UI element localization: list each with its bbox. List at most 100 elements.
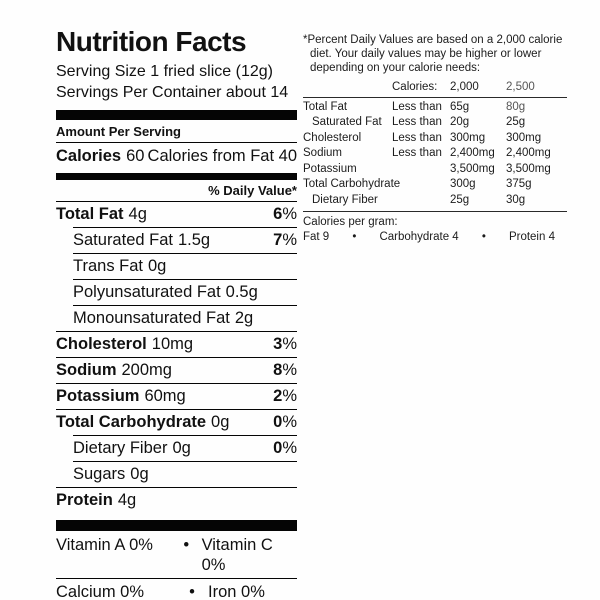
- nutrient-amount: 0.5g: [225, 283, 258, 301]
- fn-name: Cholesterol: [303, 131, 362, 144]
- label-title: Nutrition Facts: [56, 26, 247, 57]
- fn-qualifier: [392, 177, 450, 193]
- nutrient-dv: 3%: [273, 335, 297, 353]
- fn-name: Potassium: [303, 162, 357, 175]
- vitamin-right: Iron 0%: [208, 583, 265, 600]
- nutrient-row-sodium: Sodium 200mg 8%: [56, 357, 297, 383]
- nutrient-name: Dietary Fiber: [73, 439, 168, 457]
- fn-name: Saturated Fat: [312, 116, 382, 128]
- cpg-protein: Protein 4: [508, 231, 555, 243]
- footnote-row: Total Carbohydrate 300g 375g: [303, 177, 567, 193]
- bullet-separator: •: [189, 583, 195, 600]
- nutrition-label: Nutrition Facts Serving Size 1 fried sli…: [56, 26, 297, 600]
- header-calories: Calories:: [392, 81, 438, 93]
- vitamin-left: Vitamin A 0%: [56, 536, 153, 554]
- nutrient-row-saturated-fat: Saturated Fat 1.5g 7%: [73, 227, 297, 253]
- calories-per-gram-row: Fat 9 • Carbohydrate 4 • Protein 4: [303, 230, 555, 245]
- nutrient-name: Cholesterol: [56, 335, 147, 353]
- nutrient-amount: 0g: [211, 413, 230, 431]
- nutrient-name: Total Carbohydrate: [56, 413, 207, 431]
- nutrient-amount: 4g: [117, 491, 137, 509]
- nutrient-name: Trans Fat: [73, 257, 143, 275]
- cpg-carbohydrate: Carbohydrate 4: [379, 231, 459, 243]
- vitamin-row: Calcium 0% • Iron 0%: [56, 579, 297, 600]
- fn-name: Total Fat: [303, 100, 348, 113]
- serving-size: Serving Size 1 fried slice (12g): [56, 63, 273, 80]
- daily-value-heading: % Daily Value*: [208, 183, 297, 198]
- fn-2500: 2,400mg: [506, 147, 551, 159]
- footnote-panel: *Percent Daily Values are based on a 2,0…: [303, 33, 567, 245]
- footnote-row: Cholesterol Less than 300mg 300mg: [303, 131, 567, 147]
- fn-2000: 3,500mg: [450, 162, 495, 175]
- nutrient-row-cholesterol: Cholesterol 10mg 3%: [56, 331, 297, 357]
- fn-2000: 2,400mg: [450, 147, 495, 159]
- servings-per-container: Servings Per Container about 14: [56, 84, 289, 101]
- nutrient-row-polyunsaturated-fat: Polyunsaturated Fat 0.5g: [73, 279, 297, 305]
- nutrient-name: Potassium: [56, 387, 140, 405]
- calories-from-fat: Calories from Fat 40: [147, 147, 297, 165]
- bullet-separator: •: [183, 536, 190, 554]
- fn-2500: 375g: [506, 178, 532, 190]
- fn-qualifier: Less than: [392, 116, 442, 128]
- fn-2500: 25g: [506, 116, 526, 128]
- vitamin-left: Calcium 0%: [56, 583, 145, 600]
- footnote-table-header: Calories: 2,000 2,500: [303, 80, 567, 98]
- vitamin-right: Vitamin C 0%: [201, 536, 273, 574]
- calories-row: Calories 60 Calories from Fat 40: [56, 143, 297, 171]
- nutrient-name: Monounsaturated Fat: [73, 309, 230, 327]
- nutrient-amount: 10mg: [151, 335, 194, 353]
- nutrient-dv: 7%: [273, 231, 297, 249]
- nutrient-amount: 0g: [148, 257, 167, 275]
- bullet-separator: •: [352, 231, 357, 243]
- nutrient-amount: 0g: [130, 465, 149, 483]
- divider-thick-bar: [56, 110, 297, 120]
- fn-qualifier: Less than: [392, 147, 442, 159]
- vitamin-row: Vitamin A 0% • Vitamin C 0%: [56, 532, 297, 579]
- nutrient-dv: 6%: [273, 205, 297, 223]
- nutrient-name: Protein: [56, 491, 113, 509]
- fn-2500: 80g: [506, 100, 526, 113]
- footnote-row: Total Fat Less than 65g 80g: [303, 100, 567, 116]
- nutrient-row-potassium: Potassium 60mg 2%: [56, 383, 297, 409]
- nutrient-amount: 0g: [172, 439, 191, 457]
- fn-qualifier: Less than: [392, 100, 442, 113]
- nutrient-row-monounsaturated-fat: Monounsaturated Fat 2g: [73, 305, 297, 331]
- nutrient-amount: 1.5g: [177, 231, 211, 249]
- fn-2000: 300mg: [450, 131, 486, 144]
- fn-2500: 300mg: [506, 131, 542, 144]
- header-2500: 2,500: [506, 81, 535, 93]
- nutrient-row-protein: Protein 4g: [56, 487, 297, 513]
- fn-name: Total Carbohydrate: [303, 178, 401, 190]
- nutrient-amount: 4g: [128, 205, 147, 223]
- fn-2500: 3,500mg: [506, 162, 551, 175]
- nutrient-row-dietary-fiber: Dietary Fiber 0g 0%: [73, 435, 297, 461]
- footnote-table-body: Total Fat Less than 65g 80g Saturated Fa…: [303, 100, 567, 212]
- footnote-row: Dietary Fiber 25g 30g: [303, 193, 567, 209]
- fn-2500: 30g: [506, 193, 526, 206]
- footnote-row: Potassium 3,500mg 3,500mg: [303, 162, 567, 178]
- nutrient-amount: 60mg: [144, 387, 186, 405]
- nutrient-name: Sodium: [56, 361, 117, 379]
- nutrient-name: Polyunsaturated Fat: [73, 283, 221, 301]
- daily-values-footnote: *Percent Daily Values are based on a 2,0…: [303, 34, 563, 74]
- nutrient-row-total-fat: Total Fat 4g 6%: [56, 201, 297, 227]
- fn-name: Sodium: [303, 147, 342, 159]
- calories-value: Calories 60: [56, 147, 145, 165]
- nutrient-amount: 2g: [234, 309, 254, 327]
- nutrient-row-trans-fat: Trans Fat 0g: [73, 253, 297, 279]
- nutrient-dv: 0%: [273, 413, 297, 431]
- divider-thick-bar: [56, 520, 297, 531]
- divider-medium-bar: [56, 173, 297, 180]
- fn-2000: 65g: [450, 100, 470, 113]
- nutrient-amount: 200mg: [121, 361, 172, 379]
- nutrient-name: Sugars: [73, 465, 126, 483]
- nutrient-dv: 0%: [273, 439, 297, 457]
- fn-qualifier: [392, 193, 450, 209]
- nutrient-dv: 8%: [273, 361, 297, 379]
- vitamins-section: Vitamin A 0% • Vitamin C 0% Calcium 0% •…: [56, 532, 297, 600]
- cpg-fat: Fat 9: [303, 231, 330, 243]
- fn-2000: 20g: [450, 116, 470, 128]
- bullet-separator: •: [481, 231, 486, 243]
- fn-name: Dietary Fiber: [312, 193, 378, 206]
